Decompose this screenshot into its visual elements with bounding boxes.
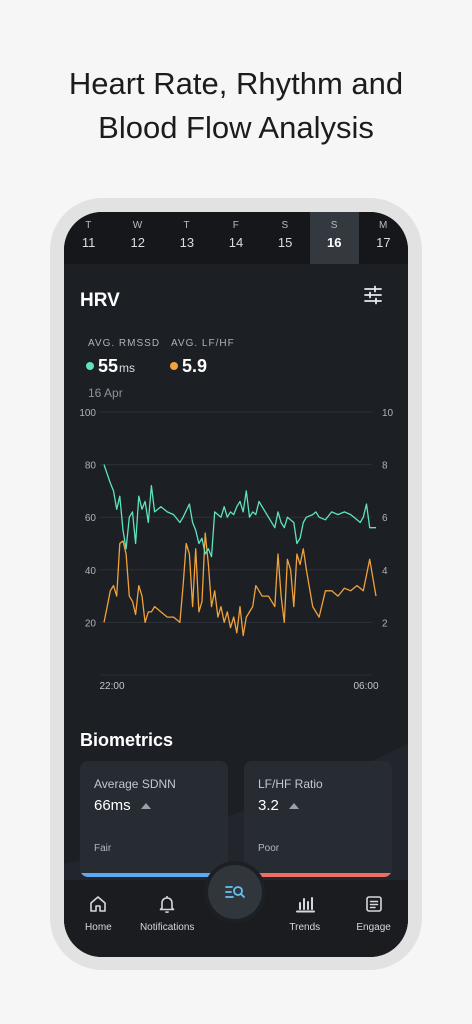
headline-line-2: Blood Flow Analysis	[98, 110, 374, 145]
day-sat-15[interactable]: S 15	[261, 212, 310, 264]
y-left-tick-label: 40	[85, 566, 97, 577]
y-left-tick-label: 60	[85, 513, 97, 524]
status-bar-poor	[244, 873, 392, 877]
rmssd-label: AVG. RMSSD	[88, 338, 161, 349]
rmssd-unit: ms	[119, 361, 136, 375]
x-tick-label: 22:00	[99, 681, 124, 692]
lfhf-series-line	[103, 532, 377, 637]
home-icon	[90, 896, 107, 912]
day-letter: S	[330, 220, 338, 231]
day-tue-11[interactable]: T 11	[64, 212, 113, 264]
y-left-tick-label: 100	[79, 408, 96, 419]
nav-trends[interactable]: Trends	[270, 880, 339, 957]
sliders-icon	[364, 285, 382, 305]
card-label: LF/HF Ratio	[258, 777, 323, 791]
stat-date: 16 Apr	[88, 386, 123, 400]
sdnn-card[interactable]: Average SDNN 66ms Fair	[80, 761, 228, 877]
status-bar-fair	[80, 873, 228, 877]
card-value: 66ms	[94, 797, 151, 814]
nav-home[interactable]: Home	[64, 880, 133, 957]
card-label: Average SDNN	[94, 777, 176, 791]
day-wed-12[interactable]: W 12	[113, 212, 162, 264]
day-letter: M	[378, 220, 388, 231]
day-letter: T	[183, 220, 191, 231]
headline-line-1: Heart Rate, Rhythm and	[68, 66, 404, 101]
document-icon	[365, 896, 382, 912]
biometrics-title: Biometrics	[80, 730, 174, 750]
y-right-tick-label: 4	[382, 566, 388, 577]
day-number: 11	[81, 235, 96, 250]
rmssd-value: 55 ms	[86, 356, 135, 377]
day-number: 14	[228, 235, 244, 250]
nav-engage-label: Engage	[356, 922, 391, 933]
lfhf-number: 5.9	[182, 356, 208, 376]
hrv-title: HRV	[80, 290, 120, 311]
up-arrow-icon	[140, 802, 151, 809]
nav-home-label: Home	[85, 922, 112, 933]
y-right-tick-label: 10	[382, 408, 394, 419]
lfhf-label: AVG. LF/HF	[171, 338, 235, 349]
y-right-tick-label: 8	[382, 461, 388, 472]
bell-icon	[159, 896, 175, 914]
day-letter: S	[281, 220, 289, 231]
page-headline: Heart Rate, Rhythm and Blood Flow Analys…	[0, 62, 472, 150]
lfhf-value: 5.9	[170, 356, 207, 377]
y-right-tick-label: 6	[382, 513, 388, 524]
day-mon-17[interactable]: M 17	[359, 212, 408, 264]
hrv-chart[interactable]: 100 10 80 8 60 6 40 4 20 2 22:00 06:00	[64, 402, 408, 702]
y-left-tick-label: 80	[85, 461, 97, 472]
card-status: Poor	[258, 843, 280, 854]
filter-settings-button[interactable]	[362, 284, 384, 306]
day-number: 12	[130, 235, 145, 250]
bar-chart-icon	[295, 897, 315, 913]
nav-trends-label: Trends	[289, 922, 321, 933]
up-arrow-icon	[288, 802, 299, 809]
y-left-tick-label: 20	[85, 618, 97, 629]
day-letter: T	[85, 220, 92, 231]
day-number: 17	[376, 235, 391, 250]
explore-search-icon	[225, 886, 245, 898]
y-right-tick-label: 2	[382, 618, 388, 629]
day-number: 13	[179, 235, 195, 250]
day-fri-14[interactable]: F 14	[211, 212, 260, 264]
nav-notifications[interactable]: Notifications	[133, 880, 202, 957]
lfhf-card[interactable]: LF/HF Ratio 3.2 Poor	[244, 761, 392, 877]
nav-engage[interactable]: Engage	[339, 880, 408, 957]
phone-screen: T 11 W 12 T 13 F 14 S 15 S 16 M 17 HRV	[64, 212, 408, 957]
day-sun-16-selected[interactable]: S 16	[309, 212, 359, 264]
rmssd-series-line	[103, 464, 376, 558]
day-thu-13[interactable]: T 13	[162, 212, 211, 264]
card-value: 3.2	[258, 797, 299, 814]
x-tick-label: 06:00	[353, 681, 378, 692]
rmssd-number: 55	[98, 356, 119, 376]
nav-notifications-label: Notifications	[139, 922, 195, 933]
day-letter: W	[132, 220, 143, 231]
lfhf-legend-dot	[170, 362, 178, 370]
card-value-text: 3.2	[258, 797, 279, 814]
rmssd-legend-dot	[86, 362, 94, 370]
day-number: 15	[277, 235, 293, 250]
explore-fab-button[interactable]	[208, 865, 262, 919]
week-strip: T 11 W 12 T 13 F 14 S 15 S 16 M 17	[64, 212, 408, 264]
content-area: HRV AVG. RMSSD 55 ms AVG. LF/HF 5.9	[64, 264, 408, 957]
card-status: Fair	[94, 843, 112, 854]
day-number: 16	[327, 235, 342, 250]
day-letter: F	[232, 220, 240, 231]
card-value-text: 66ms	[94, 797, 131, 814]
